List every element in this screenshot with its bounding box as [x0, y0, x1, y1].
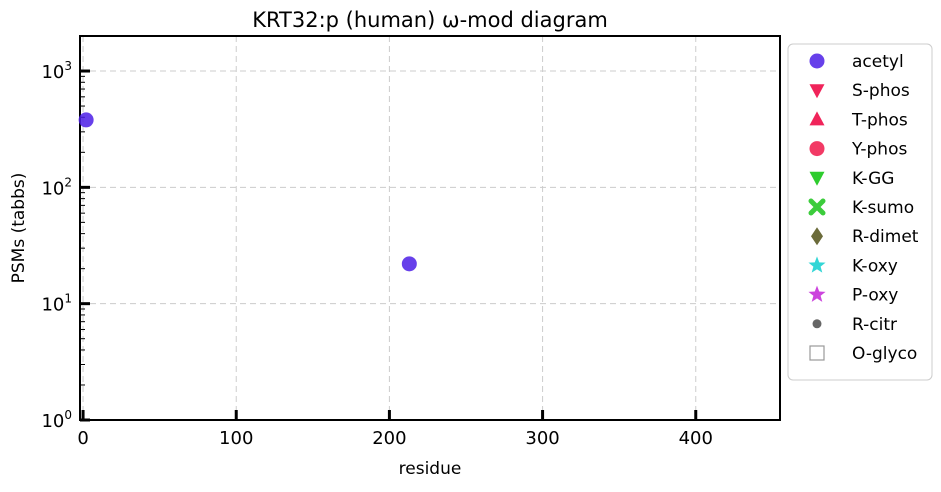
y-tick-label: 103: [41, 59, 72, 83]
legend-item: T-phos: [809, 110, 908, 130]
legend-marker-t-phos: [809, 111, 825, 126]
legend-label: S-phos: [852, 81, 910, 101]
legend-item: S-phos: [809, 81, 910, 101]
y-axis: 100 101 102 103: [41, 59, 90, 432]
legend-item: K-sumo: [808, 198, 914, 218]
x-tick-label: 100: [219, 428, 253, 449]
legend-item: R-citr: [812, 315, 897, 335]
y-tick-label: 101: [41, 292, 72, 316]
grid: [80, 36, 780, 420]
legend-marker-o-glyco: [809, 345, 825, 361]
legend-marker-r-dimet: [811, 227, 823, 246]
legend-label: K-oxy: [852, 256, 898, 276]
legend-item: acetyl: [809, 52, 904, 72]
y-axis-label: PSMs (tabbs): [9, 173, 29, 284]
x-tick-label: 400: [679, 428, 713, 449]
x-axis: 0 100 200 300 400: [77, 410, 713, 449]
legend-label: K-GG: [852, 169, 894, 189]
legend-label: K-sumo: [852, 198, 914, 218]
x-axis-label: residue: [399, 459, 462, 479]
data-point-acetyl: [78, 112, 94, 128]
plot-frame: [79, 35, 781, 421]
legend-marker-p-oxy: [808, 285, 826, 302]
legend-box: [787, 43, 933, 381]
chart-title: KRT32:p (human) ω-mod diagram: [252, 8, 608, 32]
legend-marker-k-gg: [809, 171, 825, 186]
y-tick-label: 100: [41, 408, 72, 432]
legend-marker-k-oxy: [808, 256, 826, 273]
data-points: [78, 112, 417, 272]
legend-item: O-glyco: [809, 344, 917, 364]
legend: acetyl S-phos T-phos Y-phos K-GG K-sumo R-dime…: [787, 43, 933, 381]
x-tick-label: 300: [525, 428, 559, 449]
legend-marker-y-phos: [809, 141, 825, 157]
legend-marker-s-phos: [809, 84, 825, 99]
legend-marker-k-sumo: [808, 198, 826, 216]
x-tick-label: 0: [77, 428, 88, 449]
legend-label: R-citr: [852, 315, 897, 335]
x-tick-label: 200: [372, 428, 406, 449]
legend-label: P-oxy: [852, 286, 898, 306]
data-point-acetyl: [401, 256, 417, 272]
y-tick-label: 102: [41, 175, 72, 199]
legend-item: K-oxy: [808, 256, 898, 276]
legend-label: T-phos: [851, 110, 908, 130]
legend-marker-r-citr: [812, 319, 822, 329]
legend-marker-acetyl: [809, 53, 825, 69]
legend-item: K-GG: [809, 169, 894, 189]
legend-label: O-glyco: [852, 344, 917, 364]
legend-item: P-oxy: [808, 285, 898, 306]
legend-label: acetyl: [852, 52, 904, 72]
legend-item: R-dimet: [811, 227, 919, 247]
legend-label: R-dimet: [852, 227, 919, 247]
legend-label: Y-phos: [851, 140, 907, 160]
legend-item: Y-phos: [809, 140, 907, 160]
